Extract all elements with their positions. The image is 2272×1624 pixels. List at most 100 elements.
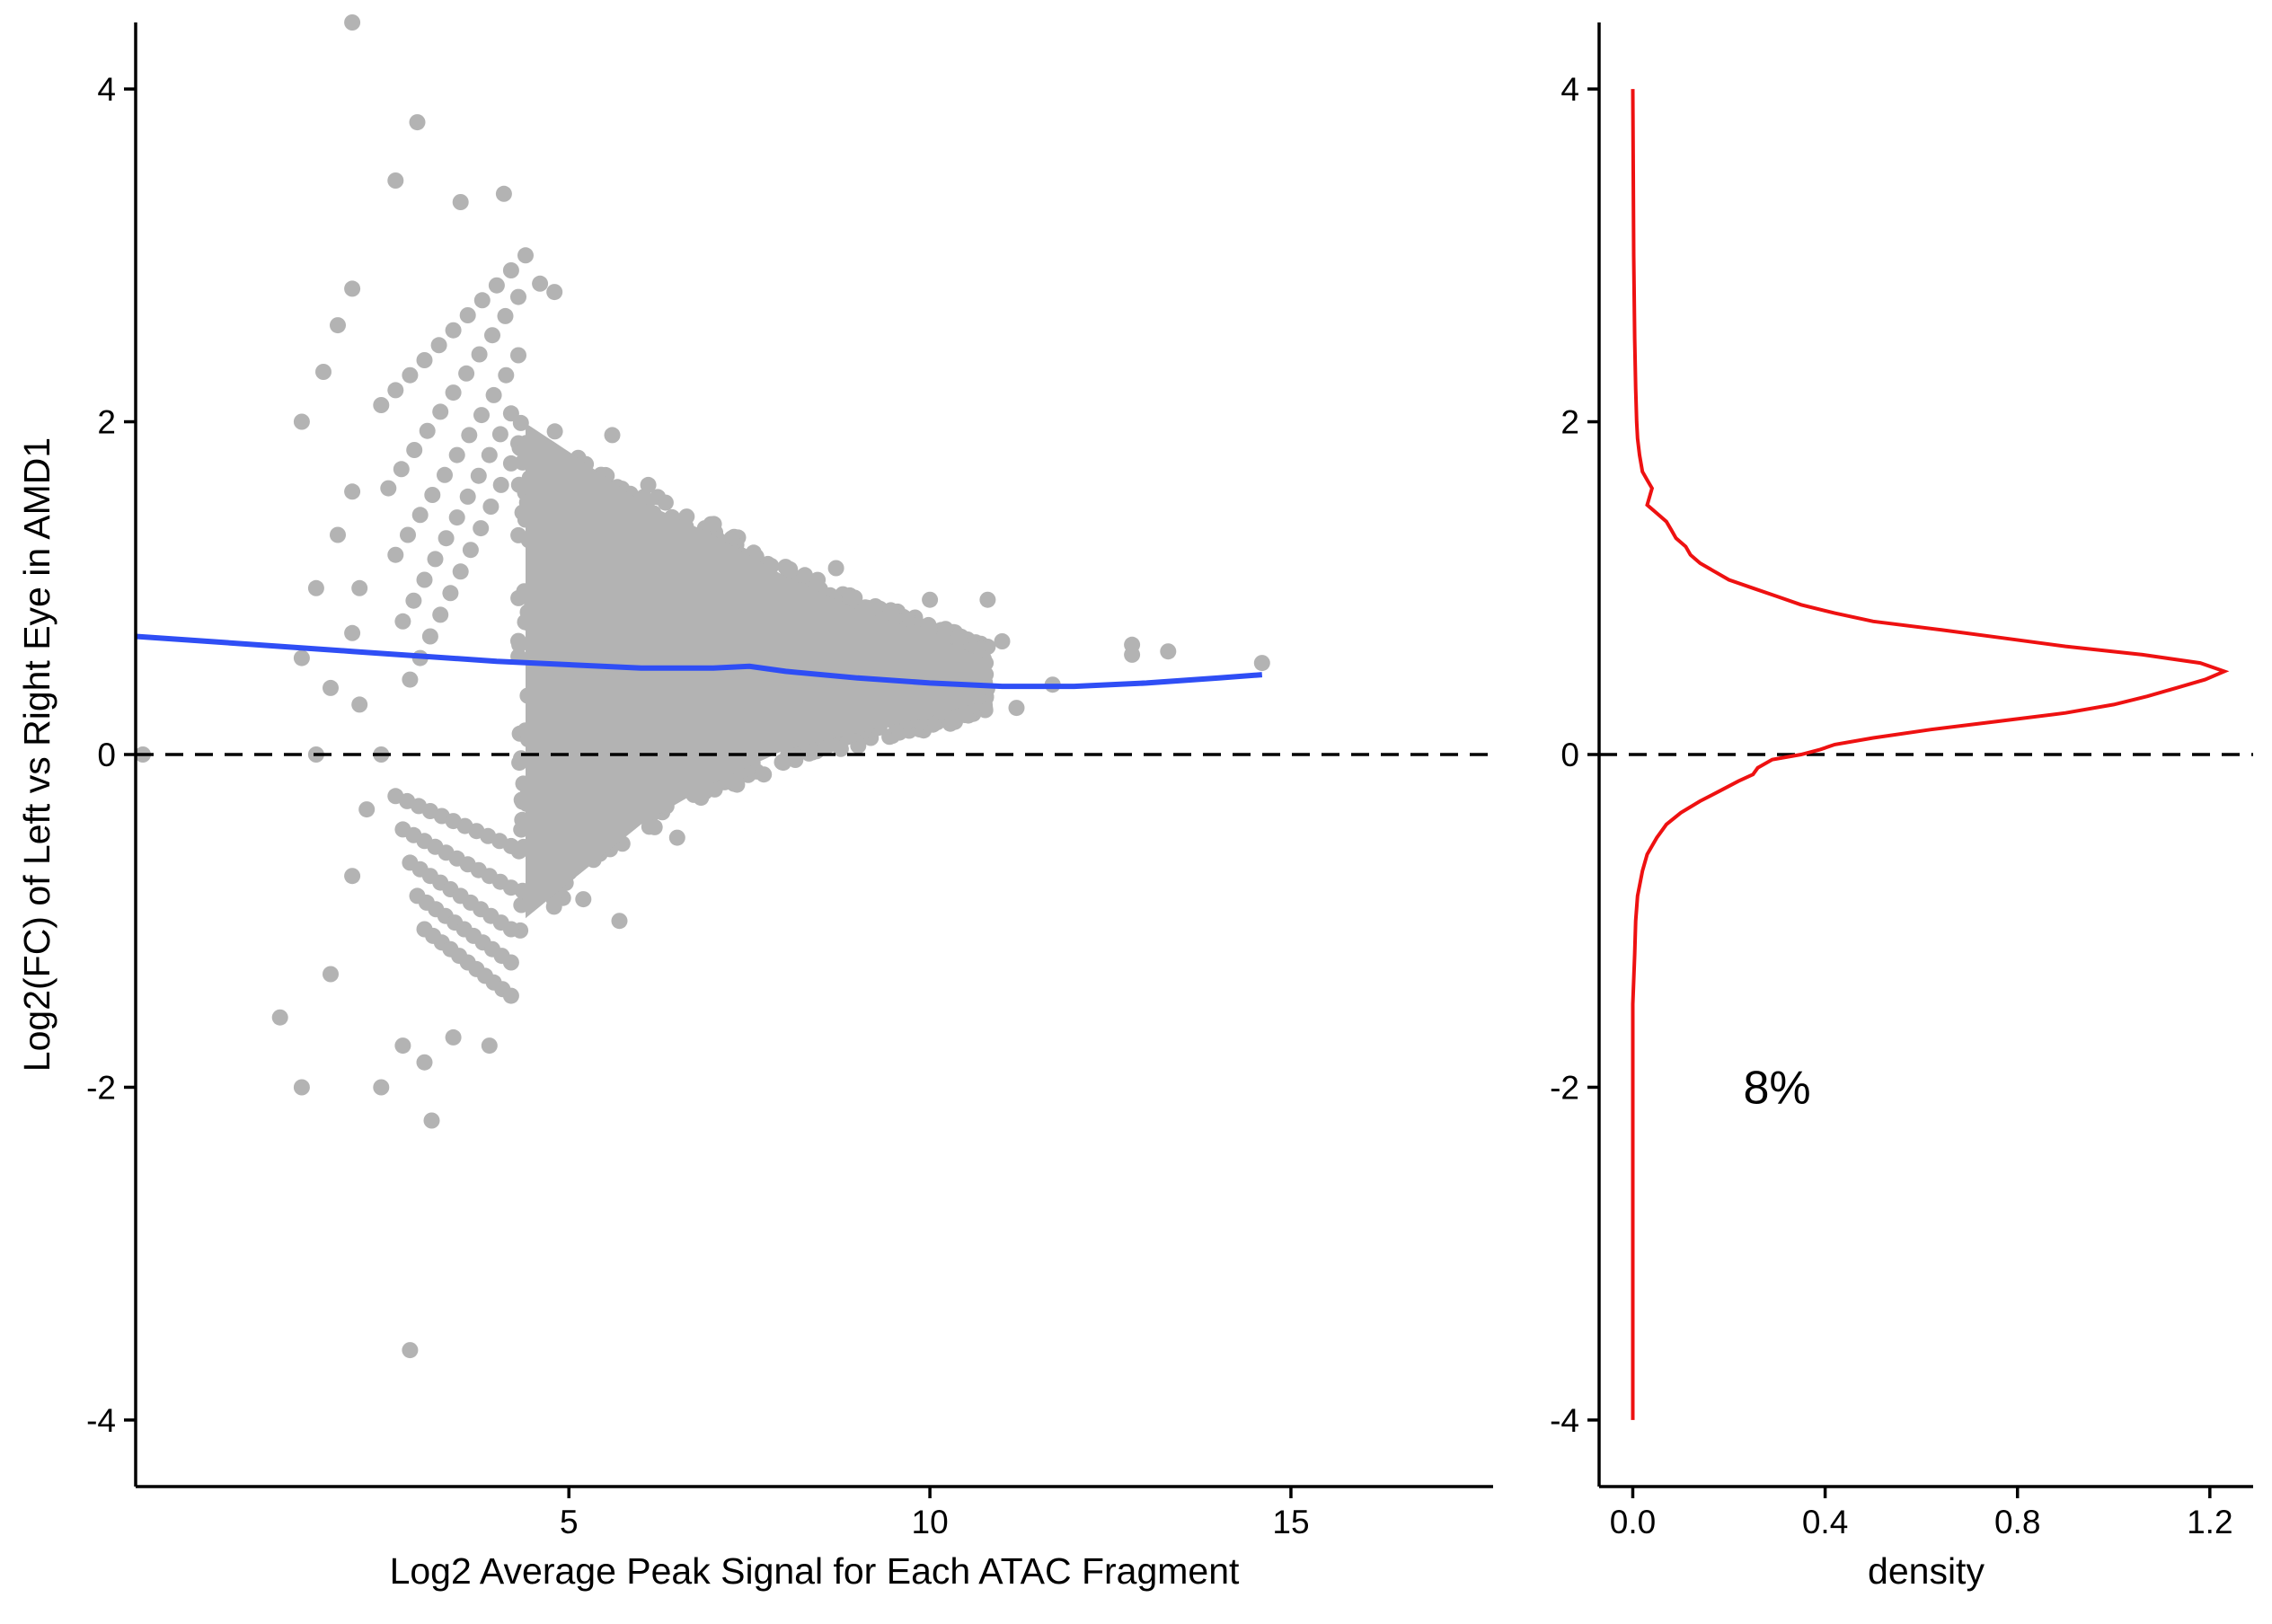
scatter-point bbox=[344, 483, 361, 500]
x-axis-title: Log2 Average Peak Signal for Each ATAC F… bbox=[390, 1550, 1240, 1592]
fan-point bbox=[438, 530, 455, 547]
scatter-point bbox=[423, 1112, 440, 1129]
cloud-point bbox=[937, 621, 954, 638]
scatter-point bbox=[532, 275, 549, 292]
fan-point bbox=[416, 352, 433, 368]
scatter-point bbox=[994, 633, 1011, 649]
cloud-point bbox=[706, 781, 723, 798]
fan-point bbox=[491, 426, 508, 443]
fan-point bbox=[517, 247, 534, 264]
point-fans bbox=[373, 247, 534, 1004]
fan-point bbox=[448, 446, 465, 463]
fan-point bbox=[502, 921, 519, 938]
y-axis-ticks: -4 -2 0 2 4 bbox=[1550, 71, 1599, 1439]
scatter-point bbox=[293, 413, 310, 430]
fan-point bbox=[432, 403, 449, 420]
scatter-point bbox=[293, 1079, 310, 1096]
scatter-point bbox=[445, 1028, 462, 1046]
cloud-point bbox=[957, 705, 974, 722]
cloud-point bbox=[942, 715, 959, 732]
density-curve bbox=[1631, 89, 2230, 1420]
scatter-point bbox=[394, 1037, 411, 1055]
scatter-point bbox=[827, 560, 844, 577]
scatter-point bbox=[344, 868, 361, 885]
scatter-point bbox=[1124, 646, 1141, 663]
fan-point bbox=[448, 509, 465, 526]
scatter-point bbox=[546, 284, 563, 301]
y-tick-label: 0 bbox=[1560, 737, 1579, 773]
scatter-point bbox=[330, 317, 346, 334]
cloud-point bbox=[511, 755, 528, 772]
scatter-point bbox=[402, 1342, 419, 1359]
scatter-point bbox=[323, 679, 339, 696]
fan-point bbox=[462, 542, 479, 559]
y-tick-label: -4 bbox=[86, 1402, 116, 1439]
scatter-point bbox=[344, 280, 361, 297]
percent-annotation: 8% bbox=[1743, 1062, 1810, 1114]
fan-point bbox=[473, 520, 490, 537]
fan-point bbox=[459, 307, 476, 323]
fan-point bbox=[421, 628, 438, 645]
fan-point bbox=[473, 292, 491, 309]
fan-point bbox=[482, 499, 499, 515]
smooth-fit-line bbox=[135, 633, 1263, 690]
fan-point bbox=[502, 954, 519, 971]
fan-point bbox=[497, 307, 514, 324]
scatter-point bbox=[1160, 643, 1177, 660]
fan-point bbox=[411, 507, 429, 524]
scatter-point bbox=[604, 427, 621, 444]
fan-point bbox=[405, 592, 422, 609]
fan-point bbox=[400, 526, 416, 543]
scatter-point bbox=[307, 579, 324, 596]
scatter-points bbox=[135, 14, 1270, 1359]
x-tick-label: 10 bbox=[912, 1504, 949, 1540]
cloud-point bbox=[818, 737, 835, 755]
scatter-point bbox=[351, 579, 368, 596]
fan-point bbox=[416, 571, 433, 588]
fan-point bbox=[488, 277, 505, 294]
x-tick-label: 0.0 bbox=[1610, 1504, 1656, 1540]
scatter-point bbox=[416, 1054, 433, 1071]
fan-point bbox=[498, 366, 515, 384]
fan-point bbox=[402, 671, 419, 688]
fan-point bbox=[380, 480, 397, 497]
fan-point bbox=[502, 879, 519, 896]
fan-point bbox=[430, 337, 447, 354]
x-tick-label: 5 bbox=[560, 1504, 579, 1540]
scatter-point bbox=[351, 696, 368, 713]
scatter-point bbox=[315, 364, 332, 380]
scatter-point bbox=[358, 801, 376, 818]
fan-point bbox=[502, 455, 519, 472]
y-axis-title: Log2(FC) of Left vs Right Eye in AMD1 bbox=[16, 437, 57, 1072]
cloud-point bbox=[726, 775, 742, 792]
scatter-point bbox=[720, 546, 737, 563]
fan-point bbox=[419, 422, 436, 439]
fan-point bbox=[510, 347, 526, 364]
fan-point bbox=[492, 476, 509, 493]
fan-point bbox=[424, 487, 441, 503]
scatter-point bbox=[323, 966, 339, 983]
cloud-point bbox=[774, 754, 791, 771]
y-tick-label: -2 bbox=[1550, 1069, 1579, 1106]
scatter-point bbox=[1253, 655, 1270, 672]
fan-point bbox=[402, 366, 419, 384]
y-tick-label: -4 bbox=[1550, 1402, 1579, 1439]
y-tick-label: 4 bbox=[1560, 71, 1579, 108]
cloud-point bbox=[800, 745, 818, 762]
scatter-panel: 5 10 15 -4 -2 0 2 4 Log2 Average Peak Signal f… bbox=[16, 14, 1493, 1592]
cloud-point bbox=[809, 575, 826, 592]
density-panel: 8% 0.0 0.4 0.8 1.2 -4 -2 0 2 4 density bbox=[1550, 22, 2253, 1592]
cloud-point bbox=[546, 423, 563, 440]
fan-point bbox=[427, 551, 444, 568]
y-tick-label: 2 bbox=[97, 404, 116, 441]
cloud-point bbox=[705, 516, 722, 533]
fan-point bbox=[485, 386, 502, 403]
cloud-core bbox=[526, 423, 981, 919]
fan-point bbox=[510, 288, 526, 305]
fan-point bbox=[432, 606, 449, 623]
scatter-point bbox=[1008, 700, 1025, 717]
scatter-point bbox=[387, 172, 404, 189]
scatter-point bbox=[373, 1079, 390, 1096]
y-tick-label: 2 bbox=[1560, 404, 1579, 441]
scatter-point bbox=[344, 624, 361, 641]
